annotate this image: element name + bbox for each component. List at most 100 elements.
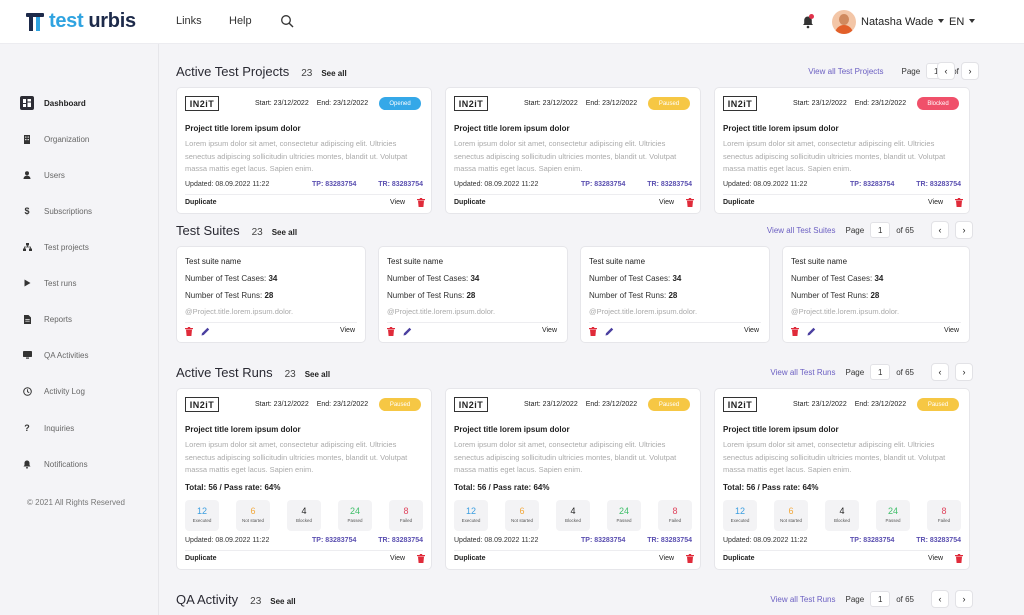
trash-icon[interactable] xyxy=(185,327,193,336)
divider xyxy=(723,550,961,551)
play-icon xyxy=(20,276,34,290)
suite-card[interactable]: Test suite name Number of Test Cases: 34… xyxy=(782,246,970,343)
trash-icon[interactable] xyxy=(686,198,694,207)
sidebar-item-activity-log[interactable]: Activity Log xyxy=(20,380,85,402)
divider xyxy=(589,322,761,323)
sidebar-item-dashboard[interactable]: Dashboard xyxy=(20,92,86,114)
run-card[interactable]: IN2iT Start: 23/12/2022 End: 23/12/2022 P… xyxy=(714,388,970,570)
project-card[interactable]: IN2iT Start: 23/12/2022 End: 23/12/2022 B… xyxy=(714,87,970,214)
see-all-link[interactable]: See all xyxy=(321,69,347,78)
view-all-link[interactable]: View all Test Runs xyxy=(770,594,836,604)
trash-icon[interactable] xyxy=(686,554,694,563)
project-link[interactable]: @Project.title.lorem.ipsum.dolor. xyxy=(387,307,496,316)
search-icon[interactable] xyxy=(280,14,294,28)
sidebar-item-users[interactable]: Users xyxy=(20,164,65,186)
pencil-icon[interactable] xyxy=(403,327,412,336)
trash-icon[interactable] xyxy=(387,327,395,336)
view-button[interactable]: View xyxy=(339,327,355,334)
user-menu[interactable]: Natasha Wade xyxy=(861,16,945,28)
view-button[interactable]: View xyxy=(390,555,406,562)
sidebar-item-test-runs[interactable]: Test runs xyxy=(20,272,76,294)
suites-pager-arrows: ‹ › xyxy=(925,221,973,239)
suite-card[interactable]: Test suite name Number of Test Cases: 34… xyxy=(176,246,366,343)
view-button[interactable]: View xyxy=(659,555,675,562)
pencil-icon[interactable] xyxy=(201,327,210,336)
sidebar-item-test-projects[interactable]: Test projects xyxy=(20,236,89,258)
duplicate-button[interactable]: Duplicate xyxy=(185,199,217,206)
duplicate-button[interactable]: Duplicate xyxy=(454,199,486,206)
avatar[interactable] xyxy=(832,10,856,34)
view-button[interactable]: View xyxy=(541,327,557,334)
pencil-icon[interactable] xyxy=(605,327,614,336)
end-date: End: 23/12/2022 xyxy=(316,100,369,107)
view-all-link[interactable]: View all Test Runs xyxy=(770,367,836,377)
nav-help[interactable]: Help xyxy=(229,15,252,27)
page-input[interactable]: 1 xyxy=(870,364,891,380)
end-date: End: 23/12/2022 xyxy=(316,401,369,408)
suite-card[interactable]: Test suite name Number of Test Cases: 34… xyxy=(580,246,770,343)
stat-label: Blocked xyxy=(564,518,581,523)
see-all-link[interactable]: See all xyxy=(270,597,296,606)
qa-header: QA Activity 23 See all xyxy=(176,592,296,607)
view-button[interactable]: View xyxy=(659,199,675,206)
run-card[interactable]: IN2iT Start: 23/12/2022 End: 23/12/2022 P… xyxy=(176,388,432,570)
duplicate-button[interactable]: Duplicate xyxy=(454,555,486,562)
trash-icon[interactable] xyxy=(955,198,963,207)
sidebar-item-reports[interactable]: Reports xyxy=(20,308,72,330)
project-link[interactable]: @Project.title.lorem.ipsum.dolor. xyxy=(185,307,294,316)
user-icon xyxy=(20,168,34,182)
run-description: Lorem ipsum dolor sit amet, consectetur … xyxy=(723,440,946,474)
sidebar-item-subscriptions[interactable]: $ Subscriptions xyxy=(20,200,92,222)
run-card[interactable]: IN2iT Start: 23/12/2022 End: 23/12/2022 P… xyxy=(445,388,701,570)
project-link[interactable]: @Project.title.lorem.ipsum.dolor. xyxy=(791,307,900,316)
project-link[interactable]: @Project.title.lorem.ipsum.dolor. xyxy=(589,307,698,316)
suite-card[interactable]: Test suite name Number of Test Cases: 34… xyxy=(378,246,568,343)
chevron-left-icon[interactable]: ‹ xyxy=(931,221,949,239)
see-all-link[interactable]: See all xyxy=(304,370,331,379)
label: Number of Test Cases: xyxy=(185,274,267,283)
view-button[interactable]: View xyxy=(390,199,406,206)
nav-links[interactable]: Links xyxy=(176,15,202,27)
sidebar-item-inquiries[interactable]: ? Inquiries xyxy=(20,417,74,439)
language-selector[interactable]: EN xyxy=(949,16,976,28)
total-pass-rate: Total: 56 / Pass rate: 64% xyxy=(185,483,281,492)
view-all-link[interactable]: View all Test Projects xyxy=(808,66,884,76)
pencil-icon[interactable] xyxy=(807,327,816,336)
chevron-left-icon[interactable]: ‹ xyxy=(931,590,949,608)
chevron-right-icon[interactable]: › xyxy=(961,62,979,80)
chevron-left-icon[interactable]: ‹ xyxy=(937,62,955,80)
view-button[interactable]: View xyxy=(928,199,944,206)
status-badge: Opened xyxy=(379,97,421,110)
duplicate-button[interactable]: Duplicate xyxy=(723,555,755,562)
view-button[interactable]: View xyxy=(743,327,759,334)
trash-icon[interactable] xyxy=(791,327,799,336)
chevron-right-icon[interactable]: › xyxy=(955,363,973,381)
sidebar-item-organization[interactable]: Organization xyxy=(20,128,89,150)
view-button[interactable]: View xyxy=(928,555,944,562)
project-card[interactable]: IN2iT Start: 23/12/2022 End: 23/12/2022 O… xyxy=(176,87,432,214)
sidebar-item-qa-activities[interactable]: QA Activities xyxy=(20,344,88,366)
logo[interactable]: test urbis xyxy=(26,10,136,33)
dates: Start: 23/12/2022 End: 23/12/2022 xyxy=(524,401,645,408)
trash-icon[interactable] xyxy=(589,327,597,336)
updated-time: Updated: 08.09.2022 11:22 xyxy=(723,537,808,544)
duplicate-button[interactable]: Duplicate xyxy=(185,555,217,562)
chevron-left-icon[interactable]: ‹ xyxy=(931,363,949,381)
view-all-link[interactable]: View all Test Suites xyxy=(766,225,836,235)
trash-icon[interactable] xyxy=(417,554,425,563)
chevron-right-icon[interactable]: › xyxy=(955,221,973,239)
duplicate-button[interactable]: Duplicate xyxy=(723,199,755,206)
project-title: Project title lorem ipsum dolor xyxy=(723,124,839,133)
page-input[interactable]: 1 xyxy=(870,591,891,607)
project-card[interactable]: IN2iT Start: 23/12/2022 End: 23/12/2022 P… xyxy=(445,87,701,214)
view-button[interactable]: View xyxy=(943,327,959,334)
see-all-link[interactable]: See all xyxy=(271,228,298,237)
bell-icon xyxy=(20,457,34,471)
sidebar-item-label: Subscriptions xyxy=(44,206,93,216)
sidebar-item-notifications[interactable]: Notifications xyxy=(20,453,88,475)
page-input[interactable]: 1 xyxy=(870,222,891,238)
project-title: Project title lorem ipsum dolor xyxy=(454,124,570,133)
trash-icon[interactable] xyxy=(955,554,963,563)
chevron-right-icon[interactable]: › xyxy=(955,590,973,608)
trash-icon[interactable] xyxy=(417,198,425,207)
